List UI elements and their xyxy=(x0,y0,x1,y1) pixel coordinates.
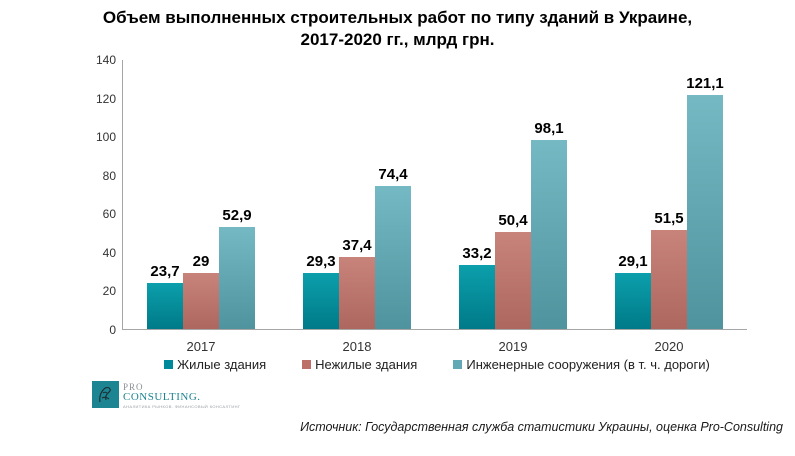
logo-line-consulting: CONSULTING. xyxy=(123,391,201,403)
bar-value-label: 98,1 xyxy=(534,119,564,137)
bar-2019: 98,1 xyxy=(531,120,567,329)
legend-swatch-icon xyxy=(164,360,174,369)
logo-line-pro: PRO xyxy=(123,382,144,392)
pro-consulting-logo: PRO CONSULTING. АНАЛИТИКА РЫНКОВ. ФИНАНС… xyxy=(92,381,241,409)
legend-swatch-icon xyxy=(453,360,463,369)
pro-consulting-logo-text: PRO CONSULTING. АНАЛИТИКА РЫНКОВ. ФИНАНС… xyxy=(123,381,241,409)
bar-2020: 121,1 xyxy=(686,75,724,329)
legend-item: Нежилые здания xyxy=(302,357,417,372)
bar-2018: 74,4 xyxy=(375,166,411,329)
bar-value-label: 52,9 xyxy=(222,206,252,224)
legend-label: Жилые здания xyxy=(177,357,267,372)
legend-label: Нежилые здания xyxy=(315,357,418,372)
bar-2018: 37,4 xyxy=(339,237,375,329)
legend-item: Жилые здания xyxy=(164,357,266,372)
y-tick-140: 140 xyxy=(95,53,116,67)
chart-title: Объем выполненных строительных работ по … xyxy=(0,7,795,51)
bar-value-label: 29 xyxy=(192,253,210,271)
x-tick-2018: 2018 xyxy=(342,339,372,354)
pro-consulting-logo-icon xyxy=(92,381,119,408)
horse-sketch-icon xyxy=(99,386,111,403)
bar-value-label: 37,4 xyxy=(342,236,372,254)
bar-value-label: 23,7 xyxy=(150,263,180,281)
bar-value-label: 33,2 xyxy=(462,244,492,262)
y-tick-0: 0 xyxy=(109,323,116,337)
y-tick-20: 20 xyxy=(102,284,116,299)
bar-groups: 23,7 29 52,9 2017 29,3 37,4 74,4 2018 33,2 50,4 98… xyxy=(123,60,747,354)
bar-value-label: 29,1 xyxy=(618,252,648,270)
legend-swatch-icon xyxy=(302,360,312,369)
bar-value-label: 51,5 xyxy=(654,209,684,227)
bar-value-label: 121,1 xyxy=(686,75,724,93)
bar-2020: 29,1 xyxy=(615,253,651,329)
bar-value-label: 50,4 xyxy=(498,211,528,229)
bar-group-2020: 29,1 51,5 121,1 2020 xyxy=(591,60,747,354)
bar-2017: 23,7 xyxy=(147,263,183,329)
chart-title-line-1: Объем выполненных строительных работ по … xyxy=(102,8,693,27)
bar-2019: 33,2 xyxy=(459,245,495,329)
plot-area: 23,7 29 52,9 2017 29,3 37,4 74,4 2018 33,2 50,4 98… xyxy=(122,60,747,354)
bar-group-2017: 23,7 29 52,9 2017 xyxy=(123,60,279,354)
chart-title-line-2: 2017-2020 гг., млрд грн. xyxy=(300,29,495,49)
source-note: Источник: Государственная служба статист… xyxy=(300,420,783,434)
y-tick-100: 100 xyxy=(95,130,116,145)
bar-2017: 52,9 xyxy=(219,207,255,329)
bar-2017: 29 xyxy=(183,253,219,329)
legend: Жилые здания Нежилые здания Инженерные соо… xyxy=(122,357,752,372)
y-tick-60: 60 xyxy=(102,207,116,222)
logo-tagline: АНАЛИТИКА РЫНКОВ. ФИНАНСОВЫЙ КОНСАЛТИНГ xyxy=(123,404,241,409)
bar-group-2019: 33,2 50,4 98,1 2019 xyxy=(435,60,591,354)
x-tick-2017: 2017 xyxy=(186,339,216,354)
bar-value-label: 29,3 xyxy=(306,252,336,270)
y-tick-120: 120 xyxy=(95,91,116,106)
x-tick-2020: 2020 xyxy=(654,339,684,354)
y-tick-80: 80 xyxy=(102,168,116,183)
x-tick-2019: 2019 xyxy=(498,339,528,354)
bar-2019: 50,4 xyxy=(495,212,531,329)
bar-2020: 51,5 xyxy=(651,210,687,329)
bar-value-label: 74,4 xyxy=(378,165,408,183)
bar-2018: 29,3 xyxy=(303,253,339,329)
bar-group-2018: 29,3 37,4 74,4 2018 xyxy=(279,60,435,354)
y-tick-40: 40 xyxy=(102,245,116,260)
legend-item: Инженерные сооружения (в т. ч. дороги) xyxy=(453,357,710,372)
legend-label: Инженерные сооружения (в т. ч. дороги) xyxy=(466,357,710,372)
